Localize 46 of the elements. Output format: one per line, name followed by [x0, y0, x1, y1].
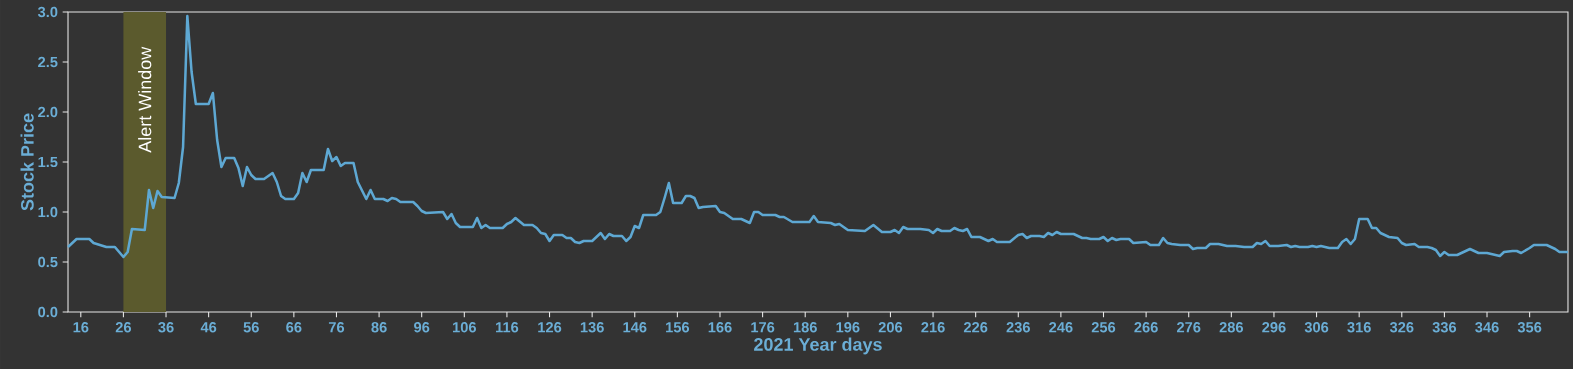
- x-tick-label: 356: [1517, 322, 1542, 333]
- x-tick-label: 296: [1262, 322, 1286, 333]
- y-tick-label: 3.0: [37, 6, 58, 18]
- y-tick-label: 2.0: [38, 106, 58, 118]
- x-tick-label: 226: [963, 322, 988, 333]
- x-tick-label: 186: [793, 322, 817, 333]
- x-tick-label: 306: [1304, 322, 1329, 333]
- x-tick-label: 346: [1475, 322, 1499, 333]
- x-tick-label: 286: [1219, 322, 1244, 333]
- x-tick-label: 176: [751, 322, 775, 333]
- x-tick-label: 16: [73, 322, 89, 333]
- x-tick-label: 266: [1134, 322, 1158, 333]
- x-tick-label: 106: [453, 322, 477, 333]
- x-tick-label: 316: [1347, 322, 1371, 333]
- y-tick-label: 0.5: [38, 256, 58, 268]
- x-tick-label: 96: [414, 322, 430, 333]
- band-label: Alert Window: [138, 46, 152, 153]
- x-tick-label: 246: [1049, 322, 1073, 333]
- x-tick-label: 86: [371, 322, 387, 333]
- y-tick-label: 1.5: [38, 156, 58, 168]
- x-tick-label: 36: [158, 322, 174, 333]
- x-tick-label: 156: [666, 322, 690, 333]
- x-tick-label: 56: [243, 322, 259, 333]
- x-tick-label: 66: [286, 322, 302, 333]
- y-axis-title: Stock Price: [20, 113, 34, 211]
- x-tick-label: 136: [580, 322, 604, 333]
- x-tick-label: 206: [878, 322, 903, 333]
- line-series: [66, 14, 1570, 259]
- x-tick-label: 256: [1091, 322, 1116, 333]
- x-tick-label: 326: [1389, 322, 1414, 333]
- x-tick-label: 166: [708, 322, 732, 333]
- x-tick-label: 26: [115, 322, 132, 333]
- y-tick-label: 1.0: [38, 206, 58, 218]
- x-tick-label: 126: [538, 322, 562, 333]
- x-tick-label: 236: [1006, 322, 1030, 333]
- x-tick-label: 46: [200, 322, 217, 333]
- x-tick-label: 116: [496, 322, 519, 333]
- x-tick-label: 216: [921, 322, 945, 333]
- y-tick-label: 0.0: [38, 306, 58, 318]
- y-tick-label: 2.5: [38, 56, 58, 68]
- x-tick-label: 196: [836, 322, 860, 333]
- x-tick-label: 146: [623, 322, 647, 333]
- x-tick-label: 336: [1432, 322, 1457, 333]
- x-tick-label: 276: [1176, 322, 1201, 333]
- x-tick-label: 76: [328, 322, 345, 333]
- x-axis-title: 2021 Year days: [754, 337, 882, 355]
